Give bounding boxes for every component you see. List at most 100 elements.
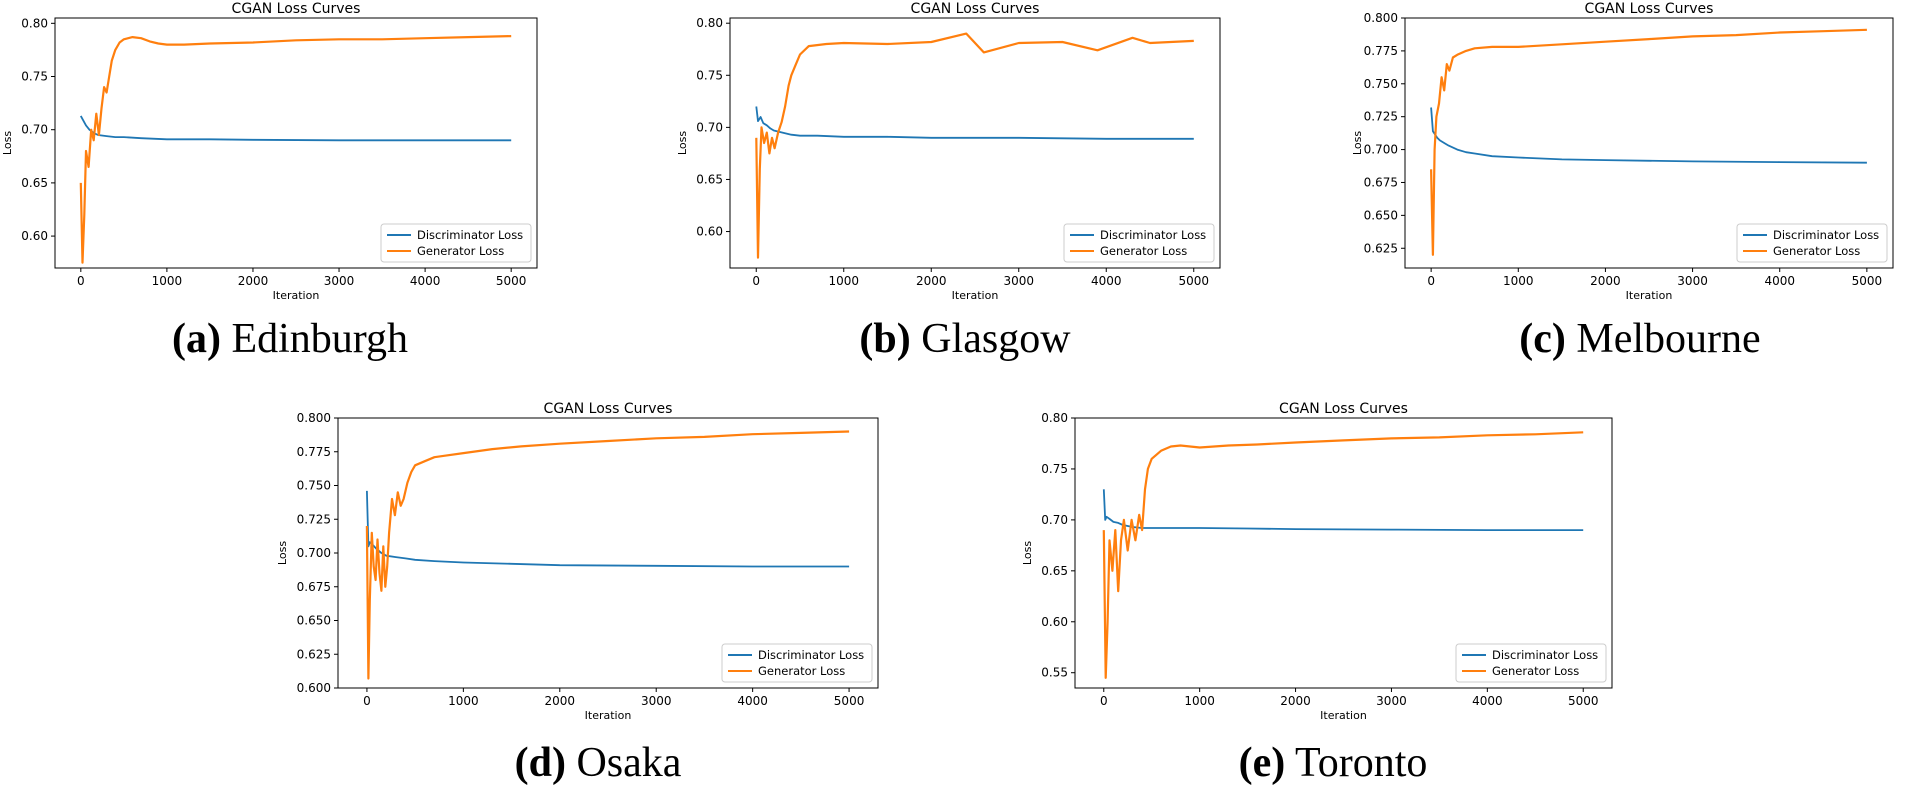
y-tick-label: 0.70 bbox=[21, 123, 48, 137]
y-tick-label: 0.75 bbox=[21, 70, 48, 84]
caption-space bbox=[911, 316, 922, 362]
x-tick-label: 0 bbox=[363, 694, 371, 708]
legend: Discriminator Loss Generator Loss bbox=[380, 223, 532, 263]
x-tick-label: 4000 bbox=[410, 274, 441, 288]
x-tick-label: 2000 bbox=[545, 694, 576, 708]
generator-loss-line bbox=[365, 430, 850, 680]
caption-letter: (b) bbox=[859, 316, 910, 362]
caption-letter: (e) bbox=[1239, 740, 1286, 786]
legend-box bbox=[1455, 643, 1607, 683]
legend-entry: Discriminator Loss bbox=[1773, 228, 1879, 242]
x-tick-label: 3000 bbox=[641, 694, 672, 708]
generator-loss-line bbox=[755, 32, 1194, 259]
subfigure-caption: (b) Glasgow bbox=[859, 316, 1071, 362]
x-tick-label: 1000 bbox=[1184, 694, 1215, 708]
y-tick-label: 0.65 bbox=[21, 176, 48, 190]
caption-space bbox=[1566, 316, 1577, 362]
y-tick-label: 0.70 bbox=[1041, 513, 1068, 527]
legend-box bbox=[1736, 223, 1888, 263]
legend-entry: Generator Loss bbox=[417, 244, 504, 258]
x-axis-label: Iteration bbox=[585, 709, 632, 722]
y-tick-label: 0.80 bbox=[1041, 411, 1068, 425]
caption-city: Melbourne bbox=[1576, 316, 1760, 362]
x-tick-label: 2000 bbox=[916, 274, 947, 288]
x-tick-label: 1000 bbox=[828, 274, 859, 288]
y-tick-label: 0.65 bbox=[696, 172, 723, 186]
y-axis-label: Loss bbox=[676, 131, 689, 155]
legend-entry: Discriminator Loss bbox=[1100, 228, 1206, 242]
x-tick-label: 4000 bbox=[737, 694, 768, 708]
x-tick-label: 5000 bbox=[496, 274, 527, 288]
y-tick-label: 0.700 bbox=[297, 546, 331, 560]
x-tick-label: 3000 bbox=[1003, 274, 1034, 288]
y-axis-label: Loss bbox=[276, 541, 289, 565]
legend-entry: Generator Loss bbox=[758, 664, 845, 678]
y-tick-label: 0.775 bbox=[297, 445, 331, 459]
y-tick-label: 0.650 bbox=[297, 614, 331, 628]
legend-entry: Generator Loss bbox=[1492, 664, 1579, 678]
x-tick-label: 1000 bbox=[448, 694, 479, 708]
legend: Discriminator Loss Generator Loss bbox=[1063, 223, 1215, 263]
discriminator-loss-line bbox=[755, 106, 1194, 140]
y-tick-label: 0.80 bbox=[21, 16, 48, 30]
y-tick-label: 0.800 bbox=[1364, 11, 1398, 25]
caption-space bbox=[1285, 740, 1295, 786]
chart-panel-toronto: CGAN Loss Curves 0 1000 2000 3000 4000 5000 0.5… bbox=[1021, 401, 1613, 786]
axes-frame bbox=[1404, 17, 1894, 269]
caption-letter: (a) bbox=[172, 316, 221, 362]
y-tick-label: 0.80 bbox=[696, 16, 723, 30]
discriminator-loss-line bbox=[80, 115, 512, 142]
chart-title: CGAN Loss Curves bbox=[232, 1, 361, 17]
chart-title: CGAN Loss Curves bbox=[1279, 401, 1408, 417]
caption-space bbox=[221, 316, 232, 362]
chart-panel-melbourne: CGAN Loss Curves 0 1000 2000 3000 4000 5000 0.6… bbox=[1351, 1, 1894, 362]
y-tick-label: 0.750 bbox=[297, 479, 331, 493]
subfigure-caption: (c) Melbourne bbox=[1519, 316, 1760, 362]
y-tick-label: 0.625 bbox=[1364, 241, 1398, 255]
y-tick-label: 0.700 bbox=[1364, 143, 1398, 157]
legend-box bbox=[1063, 223, 1215, 263]
y-tick-label: 0.725 bbox=[1364, 110, 1398, 124]
x-tick-label: 0 bbox=[77, 274, 85, 288]
y-tick-label: 0.55 bbox=[1041, 666, 1068, 680]
generator-loss-line bbox=[1102, 431, 1584, 679]
y-tick-label: 0.675 bbox=[1364, 175, 1398, 189]
caption-letter: (c) bbox=[1519, 316, 1566, 362]
subfigure-caption: (a) Edinburgh bbox=[172, 316, 408, 362]
x-tick-label: 4000 bbox=[1472, 694, 1503, 708]
x-axis-label: Iteration bbox=[952, 289, 999, 302]
x-axis-label: Iteration bbox=[1320, 709, 1367, 722]
subfigure-caption: (d) Osaka bbox=[515, 740, 682, 786]
y-axis-label: Loss bbox=[1021, 541, 1034, 565]
caption-letter: (d) bbox=[515, 740, 566, 786]
generator-loss-line bbox=[1430, 28, 1867, 256]
x-tick-label: 5000 bbox=[1568, 694, 1599, 708]
y-tick-label: 0.65 bbox=[1041, 564, 1068, 578]
x-tick-label: 0 bbox=[1100, 694, 1108, 708]
x-tick-label: 5000 bbox=[1852, 274, 1883, 288]
legend-entry: Discriminator Loss bbox=[758, 648, 864, 662]
x-tick-label: 3000 bbox=[1677, 274, 1708, 288]
y-tick-label: 0.60 bbox=[1041, 615, 1068, 629]
y-tick-label: 0.800 bbox=[297, 411, 331, 425]
legend-entry: Generator Loss bbox=[1773, 244, 1860, 258]
chart-panel-osaka: CGAN Loss Curves 0 1000 2000 3000 4000 5000 0.6… bbox=[276, 401, 879, 786]
y-tick-label: 0.725 bbox=[297, 512, 331, 526]
caption-city: Glasgow bbox=[921, 316, 1071, 362]
subfigure-caption: (e) Toronto bbox=[1239, 740, 1428, 786]
x-tick-label: 1000 bbox=[152, 274, 183, 288]
y-tick-label: 0.600 bbox=[297, 681, 331, 695]
x-tick-label: 0 bbox=[752, 274, 760, 288]
axes-frame bbox=[729, 17, 1221, 269]
caption-city: Toronto bbox=[1295, 740, 1427, 786]
y-axis-label: Loss bbox=[1, 131, 14, 155]
x-tick-label: 2000 bbox=[238, 274, 269, 288]
x-tick-label: 5000 bbox=[1178, 274, 1209, 288]
legend-entry: Generator Loss bbox=[1100, 244, 1187, 258]
y-tick-label: 0.775 bbox=[1364, 44, 1398, 58]
y-tick-label: 0.675 bbox=[297, 580, 331, 594]
legend-box bbox=[721, 643, 873, 683]
axes-frame bbox=[1074, 417, 1613, 689]
legend: Discriminator Loss Generator Loss bbox=[1455, 643, 1607, 683]
generator-loss-line bbox=[79, 35, 512, 264]
